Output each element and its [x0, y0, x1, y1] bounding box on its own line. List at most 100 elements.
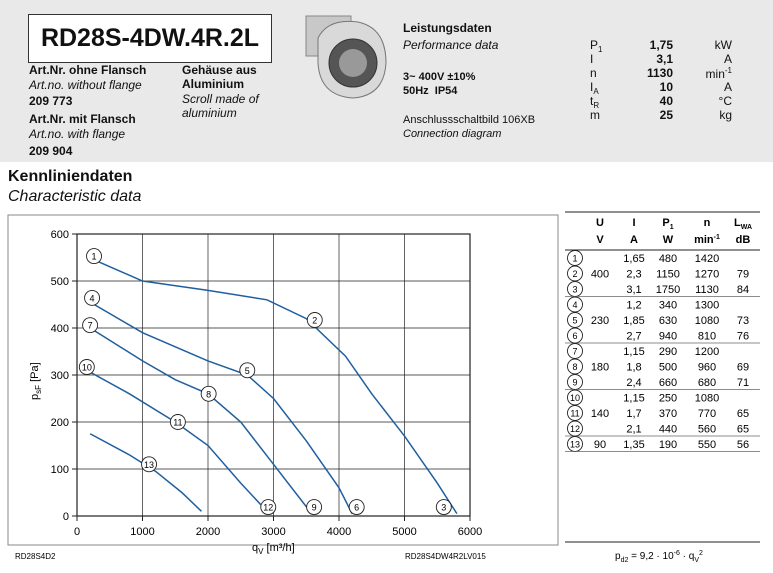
formula: pd2 = 9,2 · 10-6 · qV2: [615, 550, 703, 564]
model-title: RD28S-4DW.4R.2L: [28, 14, 272, 63]
curve-marker: [306, 499, 323, 516]
label: Art.no. without flange: [29, 78, 142, 92]
x-tick-label: 4000: [327, 526, 351, 538]
curve-marker-label: 1: [92, 252, 97, 262]
table-header: dB: [736, 234, 751, 246]
row-marker: [567, 405, 583, 421]
curve-marker-label: 6: [354, 503, 359, 513]
label: Performance data: [403, 38, 499, 52]
header-text: dB: [736, 234, 751, 246]
table-cell: 560: [698, 424, 716, 436]
header-superscript: -1: [714, 234, 720, 241]
curve-marker: [306, 312, 323, 328]
table-cell: 1,35: [623, 439, 644, 451]
subscript: R: [593, 101, 600, 110]
unit: min: [705, 67, 725, 81]
row-marker: [567, 358, 583, 375]
symbol: P: [590, 38, 599, 52]
curve-marker-label: 3: [441, 503, 446, 513]
axis-symbol: q: [252, 542, 258, 554]
table-cell: 1,7: [626, 408, 641, 420]
table-header: n: [704, 217, 711, 229]
table-header: I: [632, 217, 635, 229]
table-cell: 79: [737, 269, 749, 281]
curve: [86, 369, 268, 512]
curve-marker-label: 12: [263, 503, 273, 513]
table-cell: 480: [659, 253, 677, 265]
curve-marker-label: 13: [144, 460, 154, 470]
header-text: min: [694, 234, 714, 246]
curve-marker: [84, 289, 101, 306]
formula-part: p: [615, 551, 621, 562]
axis-symbol: p: [29, 394, 41, 400]
spec-value: 40: [659, 94, 673, 108]
axis-unit: [Pa]: [29, 362, 41, 385]
row-marker-label: 12: [570, 424, 580, 434]
axis-subscript: sF: [34, 385, 43, 394]
table-cell: 1,15: [623, 393, 644, 405]
spec-symbol: tR: [590, 94, 599, 110]
formula-part: d2: [621, 557, 629, 564]
x-tick-label: 6000: [458, 526, 482, 538]
unit: °C: [718, 94, 732, 108]
table-cell: 2,4: [626, 377, 641, 389]
spec-symbol: n: [590, 66, 597, 80]
header-text: L: [734, 217, 741, 229]
y-tick-label: 200: [51, 417, 69, 429]
table-cell: 630: [659, 315, 677, 327]
formula-part: -6: [674, 550, 680, 557]
row-marker: [567, 296, 583, 313]
table-cell: 1270: [695, 269, 719, 281]
fan-image: [305, 15, 387, 99]
curve: [89, 433, 202, 512]
formula-part: 2: [699, 550, 703, 557]
header-text: W: [663, 234, 674, 246]
table-cell: 1200: [695, 346, 719, 358]
curve-marker: [260, 499, 277, 516]
header-text: n: [704, 217, 711, 229]
curve-marker-label: 5: [245, 366, 250, 376]
table-cell: 660: [659, 377, 677, 389]
section-title: Characteristic data: [8, 188, 142, 205]
header-subscript: WA: [741, 224, 752, 231]
table-cell: 2,1: [626, 424, 641, 436]
table-cell: 370: [659, 408, 677, 420]
label: Gehäuse aus Aluminium: [182, 63, 257, 91]
curve-marker: [348, 499, 365, 516]
spec-unit: kg: [680, 108, 732, 122]
spec-unit: A: [680, 80, 732, 94]
spec-value: 1130: [646, 66, 673, 80]
header-subscript: 1: [670, 224, 674, 231]
curve: [89, 327, 314, 515]
curve-marker-label: 11: [173, 418, 182, 428]
axis-unit: [m³/h]: [263, 542, 294, 554]
spec-symbol: P1: [590, 38, 602, 54]
label: Leistungsdaten: [403, 21, 492, 35]
spec-symbol: I: [590, 52, 593, 66]
footer-code: RD28S4D2: [15, 552, 56, 561]
row-marker-label: 4: [572, 300, 577, 310]
unit: A: [723, 80, 732, 94]
x-tick-label: 5000: [392, 526, 416, 538]
row-marker-label: 6: [572, 331, 577, 341]
row-marker-label: 3: [572, 285, 577, 295]
symbol: t: [590, 94, 594, 108]
curve-marker: [169, 414, 186, 430]
label: Art.Nr. mit Flansch: [29, 112, 136, 126]
spec-symbol: IA: [590, 80, 599, 96]
curve-marker: [82, 317, 99, 334]
curve-marker: [86, 248, 102, 265]
subscript: A: [593, 87, 599, 96]
table-header: W: [663, 234, 674, 246]
curve-marker: [78, 359, 95, 375]
table-cell: 770: [698, 408, 716, 420]
y-tick-label: 400: [51, 323, 69, 335]
table-header: U: [596, 217, 604, 229]
header-text: I: [632, 217, 635, 229]
axis-label: qV [m³/h]: [252, 542, 295, 556]
table-cell: 230: [591, 315, 609, 327]
table-header: LWA: [734, 217, 752, 231]
row-marker-label: 2: [572, 269, 577, 279]
spec-unit: A: [680, 52, 732, 66]
